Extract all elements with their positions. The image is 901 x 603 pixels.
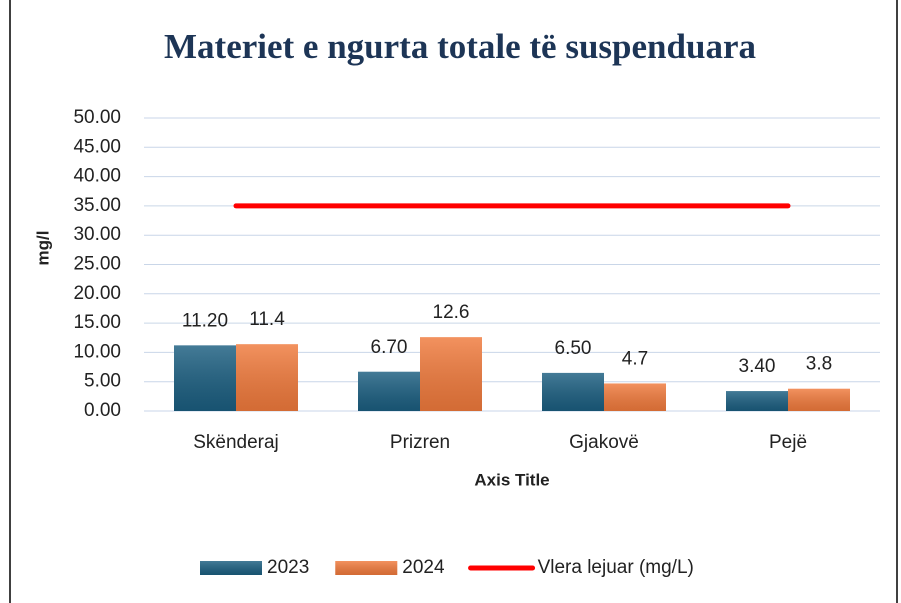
x-tick-label: Prizren (390, 432, 450, 453)
x-tick-label: Gjakovë (569, 432, 639, 453)
y-tick-label: 0.00 (84, 400, 121, 421)
y-tick-label: 15.00 (73, 312, 121, 333)
x-axis-title: Axis Title (474, 470, 549, 489)
chart-title: Materiet e ngurta totale të suspenduara (164, 27, 756, 66)
y-tick-label: 35.00 (73, 195, 121, 216)
data-label: 6.50 (555, 338, 592, 359)
legend-label: 2023 (267, 557, 309, 578)
y-tick-label: 20.00 (73, 283, 121, 304)
y-tick-label: 30.00 (73, 224, 121, 245)
bar-shade (358, 371, 420, 411)
y-axis-title: mg/l (33, 231, 52, 266)
y-tick-label: 40.00 (73, 166, 121, 187)
bar-shade (788, 388, 850, 411)
bar-shade (542, 372, 604, 411)
legend-swatch-shade (335, 561, 398, 575)
y-tick-label: 5.00 (84, 371, 121, 392)
legend-label: 2024 (402, 557, 445, 578)
x-tick-label: Pejë (769, 432, 807, 453)
y-tick-label: 25.00 (73, 254, 121, 275)
data-label: 3.8 (806, 354, 832, 375)
data-label: 11.20 (182, 310, 228, 331)
chart-border (9, 0, 898, 603)
y-tick-label: 45.00 (73, 136, 121, 157)
bar-shade (174, 345, 236, 411)
legend-label: Vlera lejuar (mg/L) (538, 557, 694, 578)
data-label: 6.70 (371, 337, 408, 358)
bar-shade (236, 344, 298, 411)
x-tick-label: Skënderaj (193, 432, 279, 453)
y-tick-label: 50.00 (73, 107, 121, 128)
legend-swatch-shade (200, 561, 262, 575)
bar-shade (420, 337, 482, 411)
bar-shade (726, 391, 788, 411)
bar-shade (604, 383, 666, 411)
data-label: 3.40 (739, 356, 776, 377)
data-label: 4.7 (622, 348, 648, 369)
y-tick-label: 10.00 (73, 341, 121, 362)
data-label: 11.4 (249, 309, 285, 330)
data-label: 12.6 (433, 302, 470, 323)
